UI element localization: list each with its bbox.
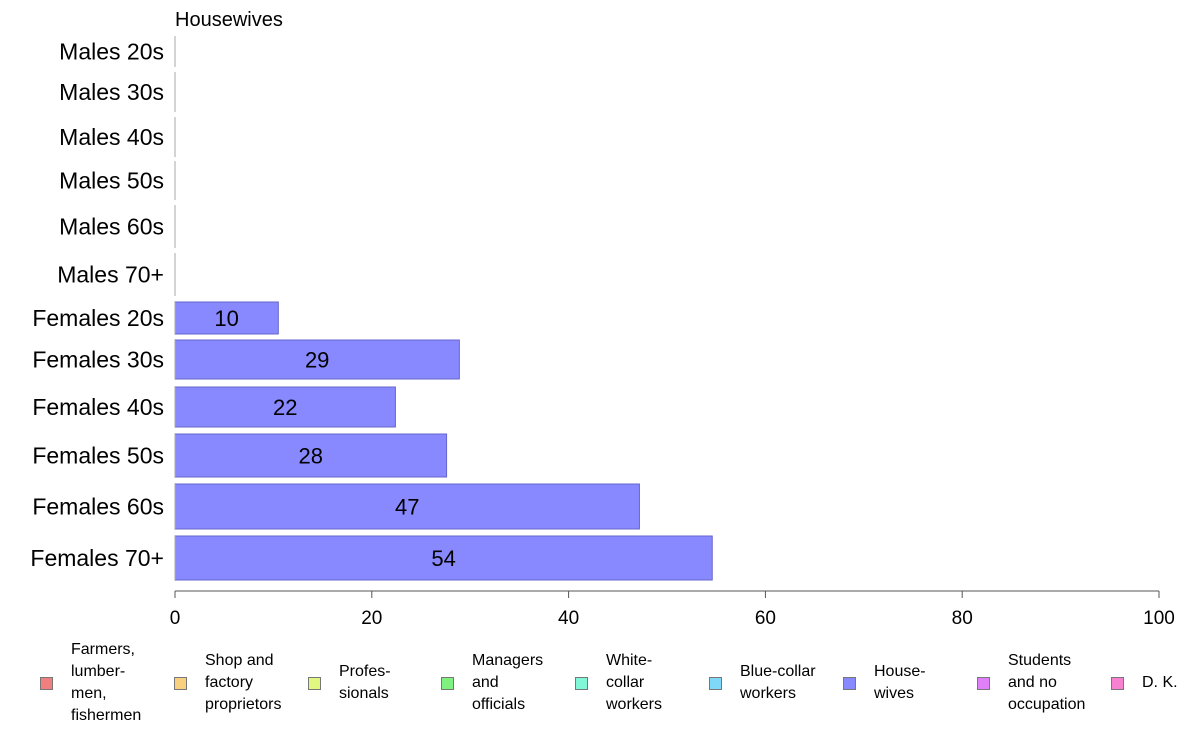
legend-item: White- collar workers	[575, 638, 662, 728]
data-label: 54	[431, 546, 455, 571]
category-label: Females 70+	[30, 545, 164, 571]
legend-label: Farmers, lumber- men, fishermen	[71, 641, 142, 724]
legend-item: Managers and officials	[441, 638, 543, 728]
legend-item: Blue-collar workers	[709, 638, 816, 728]
category-label: Males 60s	[59, 214, 164, 240]
legend-label: Profes- sionals	[339, 663, 391, 702]
category-label: Males 20s	[59, 39, 164, 65]
category-label: Females 40s	[32, 394, 164, 420]
category-label: Females 20s	[32, 305, 164, 331]
x-tick-label: 60	[755, 608, 776, 629]
legend-item: D. K.	[1111, 638, 1178, 728]
category-label: Males 70+	[57, 262, 164, 288]
x-tick-label: 40	[558, 608, 579, 629]
legend-swatch	[843, 676, 856, 690]
data-label: 10	[214, 306, 238, 331]
x-tick-label: 80	[952, 608, 973, 629]
legend-label: Students and no occupation	[1008, 652, 1086, 713]
legend-label: White- collar workers	[606, 652, 663, 713]
category-label: Males 50s	[59, 168, 164, 194]
legend-swatch	[977, 676, 990, 690]
legend-item: Students and no occupation	[977, 638, 1085, 728]
legend-label: Managers and officials	[472, 652, 544, 713]
bar-females-40s	[174, 386, 396, 428]
data-label: 29	[305, 348, 329, 373]
legend-swatch	[441, 676, 454, 690]
legend-item: House- wives	[843, 638, 926, 728]
x-tick-label: 0	[170, 608, 181, 629]
legend-label: Shop and factory proprietors	[205, 652, 282, 713]
bar-females-70-	[174, 535, 713, 581]
bar-females-20s	[174, 301, 279, 335]
x-tick-label: 100	[1143, 608, 1175, 629]
legend-swatch	[174, 676, 187, 690]
legend-label: House- wives	[874, 663, 926, 702]
legend-item: Farmers, lumber- men, fishermen	[40, 638, 141, 728]
legend-swatch	[709, 676, 722, 690]
category-label: Males 30s	[59, 79, 164, 105]
legend-swatch	[575, 676, 588, 690]
data-label: 28	[299, 444, 323, 469]
legend-label: Blue-collar workers	[740, 663, 816, 702]
legend: Farmers, lumber- men, fishermen Shop and …	[0, 638, 1188, 736]
legend-swatch	[40, 676, 53, 690]
x-tick-label: 20	[361, 608, 382, 629]
legend-item: Shop and factory proprietors	[174, 638, 281, 728]
legend-swatch	[308, 676, 321, 690]
data-label: 22	[273, 395, 297, 420]
legend-item: Profes- sionals	[308, 638, 391, 728]
bar-females-30s	[174, 339, 460, 380]
category-label: Females 60s	[32, 494, 164, 520]
legend-swatch	[1111, 676, 1124, 690]
legend-label: D. K.	[1142, 674, 1178, 691]
chart-title: Housewives	[175, 9, 283, 31]
bar-females-50s	[174, 433, 448, 478]
category-label: Females 30s	[32, 347, 164, 373]
category-label: Males 40s	[59, 124, 164, 150]
category-label: Females 50s	[32, 443, 164, 469]
data-label: 47	[395, 495, 419, 520]
